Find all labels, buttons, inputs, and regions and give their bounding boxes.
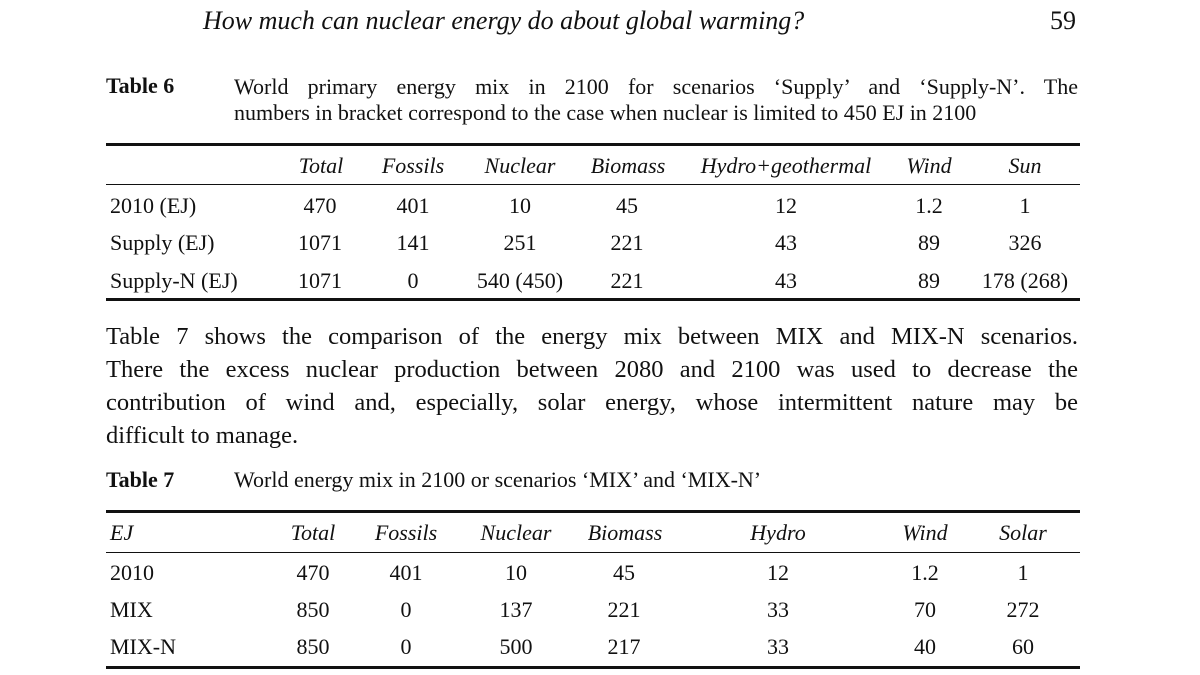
table6-row-label: Supply-N (EJ) xyxy=(110,268,238,293)
paragraph-line-2: There the excess nuclear production betw… xyxy=(106,356,1078,383)
table7-cell: 33 xyxy=(767,597,789,622)
table7-cell: 272 xyxy=(1006,597,1040,622)
table6-row-label: 2010 (EJ) xyxy=(110,193,197,218)
table7-header-nuclear: Nuclear xyxy=(480,520,552,545)
table7-cell: 70 xyxy=(914,597,936,622)
table7-cell: 0 xyxy=(400,597,412,622)
table7-cell: 470 xyxy=(296,560,330,585)
table7-cell: 12 xyxy=(767,560,789,585)
table6-label: Table 6 xyxy=(106,73,175,98)
table6-header-sun: Sun xyxy=(1008,153,1042,178)
table7-cell: 1 xyxy=(1017,560,1029,585)
table7-cell: 45 xyxy=(613,560,635,585)
table7-header-biomass: Biomass xyxy=(587,520,663,545)
table7-cell: 40 xyxy=(914,634,936,659)
running-head: How much can nuclear energy do about glo… xyxy=(203,6,805,35)
table7-row-label: 2010 xyxy=(110,560,154,585)
table6-bottom-rule xyxy=(106,298,1080,301)
table6-mid-rule xyxy=(106,184,1080,185)
table7-cell: 217 xyxy=(607,634,641,659)
table7-header-wind: Wind xyxy=(902,520,948,545)
table6-cell: 221 xyxy=(610,268,644,293)
table7-mid-rule xyxy=(106,552,1080,553)
table6-header-biomass: Biomass xyxy=(590,153,666,178)
table6-cell: 43 xyxy=(775,268,797,293)
table6-cell: 1071 xyxy=(298,268,342,293)
table6-cell: 89 xyxy=(918,230,940,255)
table6-header-fossils: Fossils xyxy=(381,153,445,178)
table7-cell: 221 xyxy=(607,597,641,622)
table7-cell: 33 xyxy=(767,634,789,659)
table6-cell: 43 xyxy=(775,230,797,255)
paragraph-line-3: contribution of wind and, especially, so… xyxy=(106,389,1078,416)
table6-cell: 178 (268) xyxy=(981,268,1069,293)
table6-cell: 221 xyxy=(610,230,644,255)
table6-header-nuclear: Nuclear xyxy=(484,153,556,178)
table6-cell: 10 xyxy=(509,193,531,218)
table6-header-total: Total xyxy=(298,153,344,178)
table6-cell: 0 xyxy=(407,268,419,293)
table6-cell: 470 xyxy=(303,193,337,218)
table6-cell: 141 xyxy=(396,230,430,255)
table7-bottom-rule xyxy=(106,666,1080,669)
table7-label: Table 7 xyxy=(106,467,175,492)
table6-header-wind: Wind xyxy=(906,153,952,178)
table7-header-hydro: Hydro xyxy=(750,520,806,545)
table6-cell: 45 xyxy=(616,193,638,218)
table7-row-label: MIX-N xyxy=(110,634,176,659)
table6-cell: 12 xyxy=(775,193,797,218)
table6-cell: 540 (450) xyxy=(476,268,564,293)
table7-row-label: MIX xyxy=(110,597,153,622)
table7-header-ej: EJ xyxy=(110,520,134,545)
table6-cell: 1071 xyxy=(298,230,342,255)
table6-row-label: Supply (EJ) xyxy=(110,230,215,255)
table6-caption-line-2: numbers in bracket correspond to the cas… xyxy=(234,100,977,125)
body-paragraph: Table 7 shows the comparison of the ener… xyxy=(106,320,1078,452)
table6-cell: 89 xyxy=(918,268,940,293)
table7-caption: World energy mix in 2100 or scenarios ‘M… xyxy=(234,467,762,492)
table6-header-hydro: Hydro+geothermal xyxy=(700,153,872,178)
table6-caption-line-1: World primary energy mix in 2100 for sce… xyxy=(234,74,1078,99)
paragraph-line-4: difficult to manage. xyxy=(106,422,299,449)
table6-cell: 1.2 xyxy=(915,193,943,218)
table7-cell: 60 xyxy=(1012,634,1034,659)
table7-cell: 137 xyxy=(499,597,533,622)
table6-top-rule xyxy=(106,143,1080,146)
table6-cell: 1 xyxy=(1019,193,1031,218)
table6-cell: 251 xyxy=(503,230,537,255)
table6-cell: 401 xyxy=(396,193,430,218)
table6-cell: 326 xyxy=(1008,230,1042,255)
table7-header-total: Total xyxy=(290,520,336,545)
table7-cell: 500 xyxy=(499,634,533,659)
table6-caption: World primary energy mix in 2100 for sce… xyxy=(234,74,1078,126)
table7-cell: 1.2 xyxy=(911,560,939,585)
table7-cell: 401 xyxy=(389,560,423,585)
paragraph-line-1: Table 7 shows the comparison of the ener… xyxy=(106,323,1078,350)
table7-cell: 850 xyxy=(296,634,330,659)
table7-top-rule xyxy=(106,510,1080,513)
table7-header-fossils: Fossils xyxy=(374,520,438,545)
table7-cell: 850 xyxy=(296,597,330,622)
table7-header-solar: Solar xyxy=(999,520,1047,545)
table7-cell: 0 xyxy=(400,634,412,659)
table7-cell: 10 xyxy=(505,560,527,585)
page-number: 59 xyxy=(1050,6,1076,35)
